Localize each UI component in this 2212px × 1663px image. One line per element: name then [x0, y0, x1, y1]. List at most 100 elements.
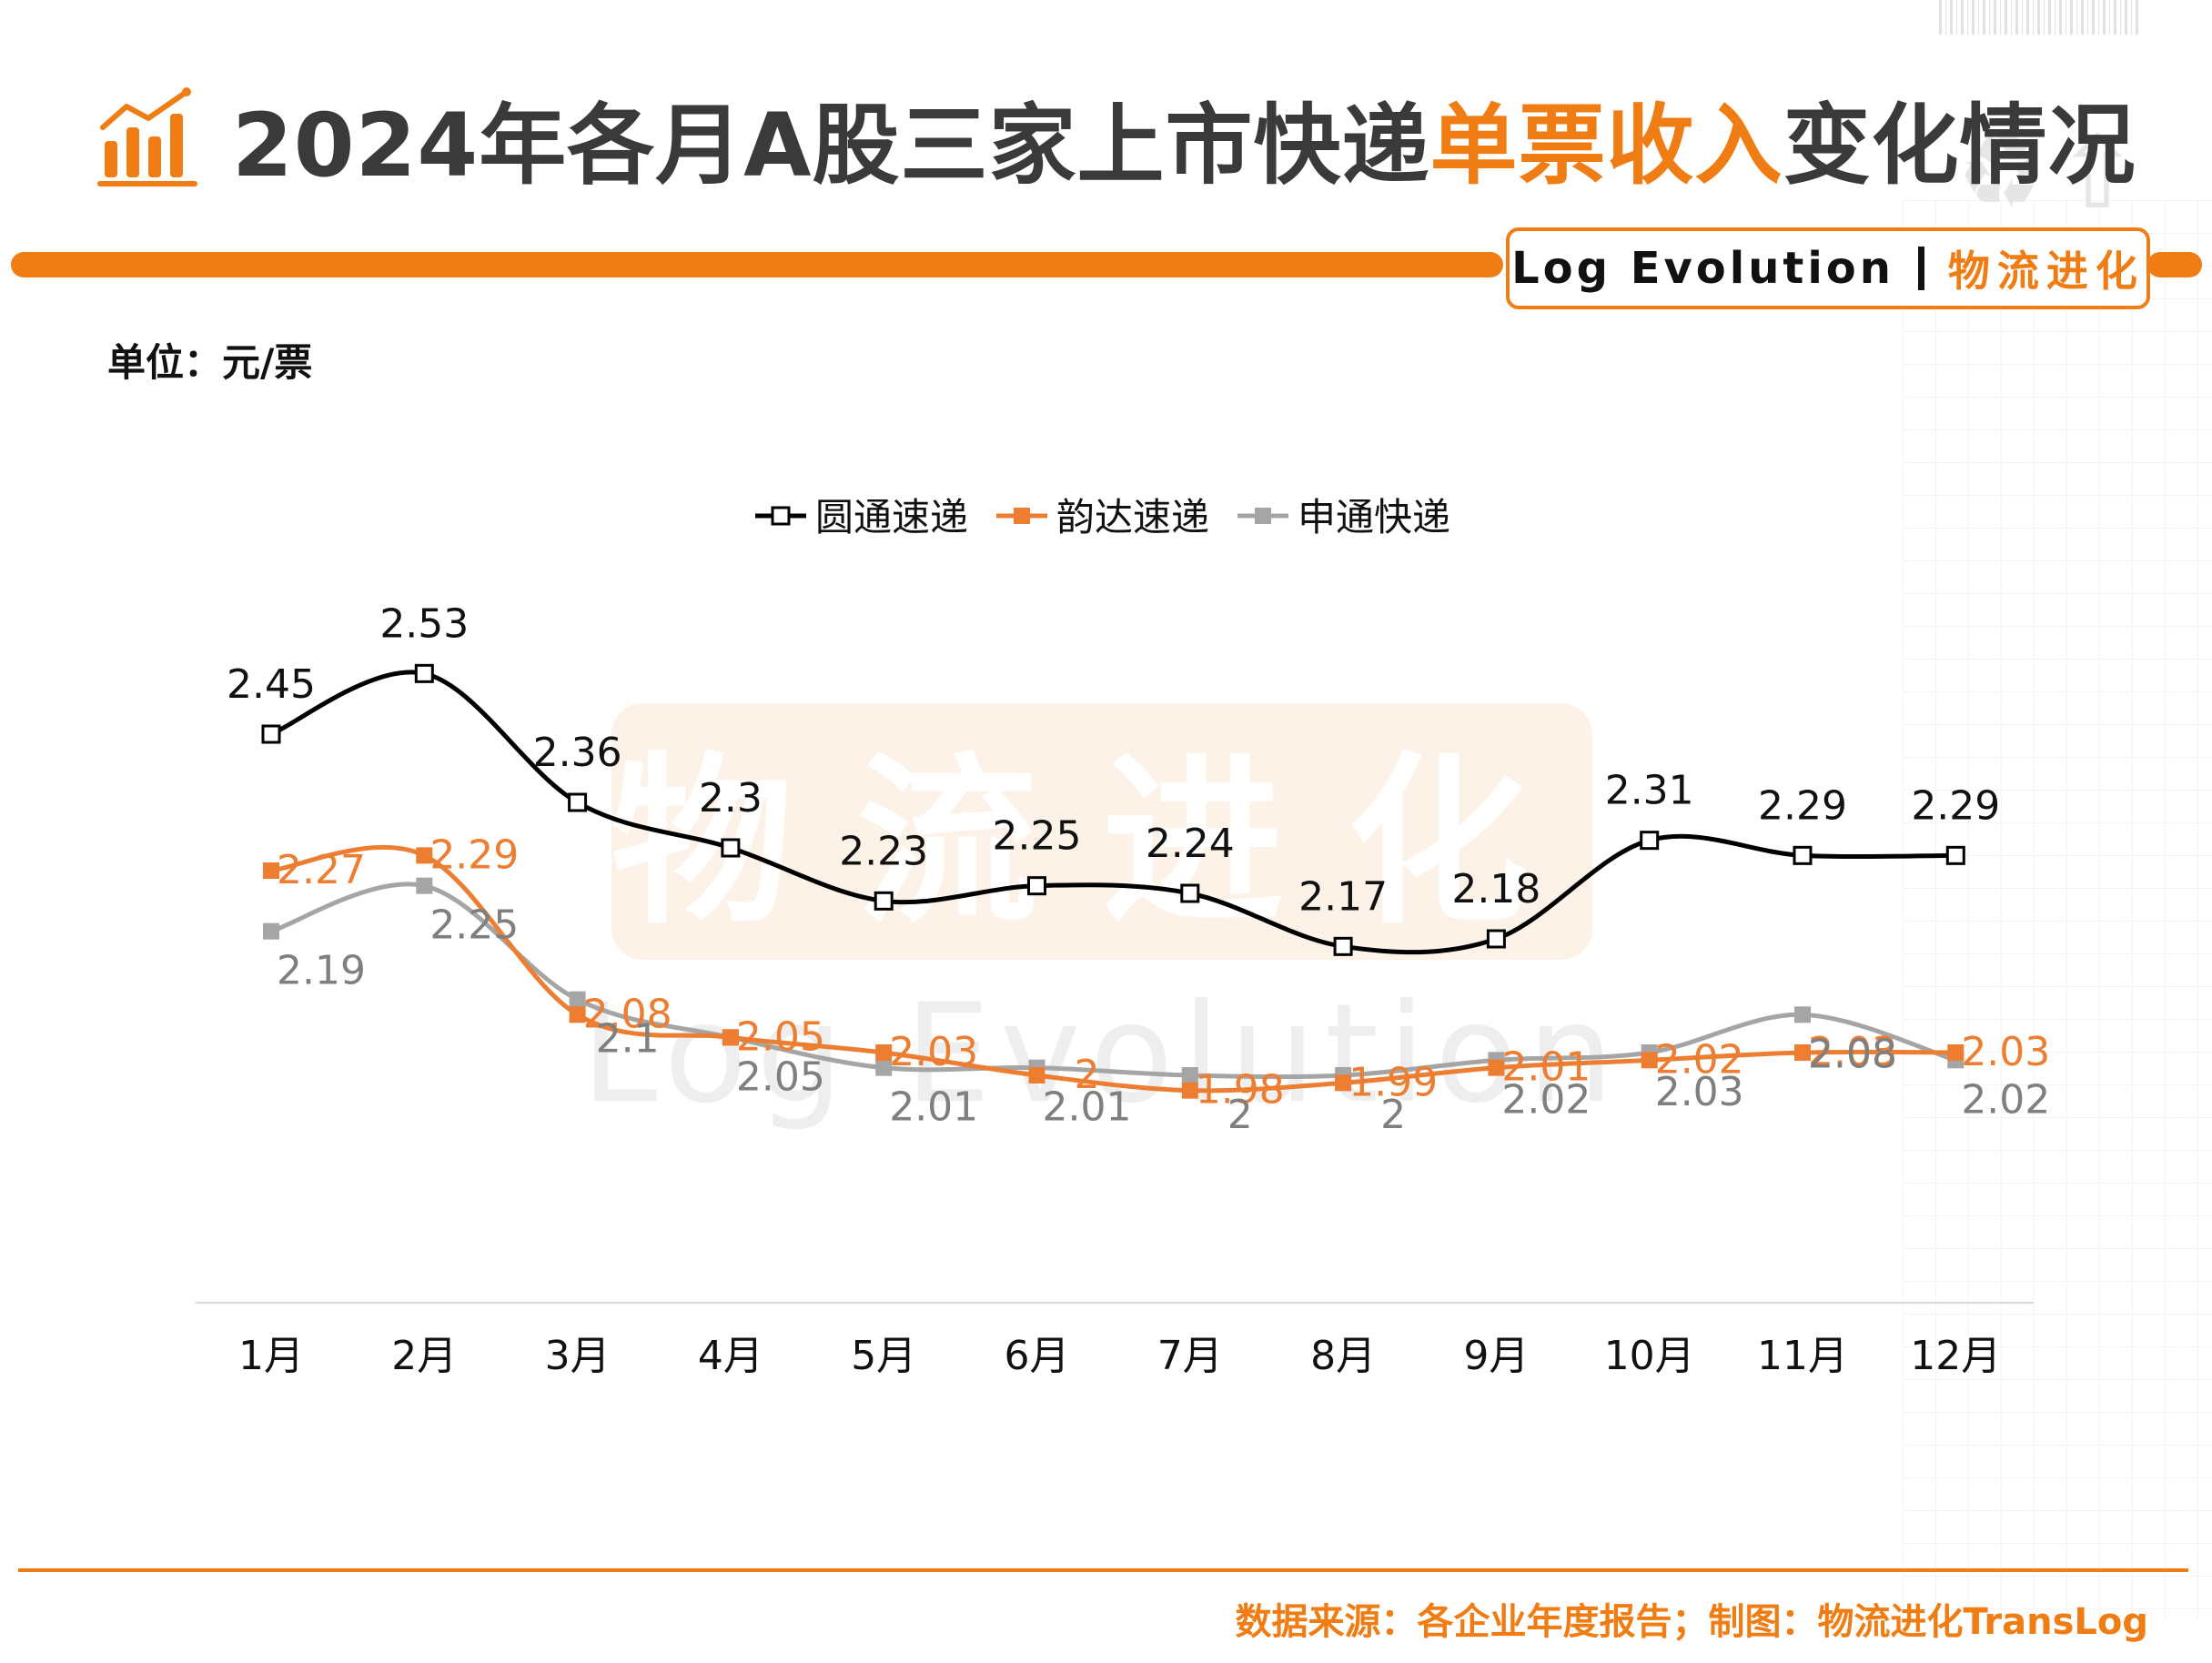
data-point — [721, 838, 741, 858]
data-point — [263, 922, 279, 940]
data-point — [1793, 845, 1813, 865]
data-label: 2.02 — [1655, 1036, 1744, 1083]
header-divider-end — [2147, 252, 2202, 277]
legend-label: 圆通速递 — [815, 495, 968, 539]
data-point — [875, 1044, 893, 1061]
data-point — [1335, 1074, 1352, 1092]
data-point — [568, 792, 588, 812]
data-label: 2.05 — [736, 1053, 825, 1100]
title-suffix: 变化情况 — [1783, 95, 2136, 197]
data-label: 2 — [1075, 1052, 1100, 1098]
data-label: 2.01 — [889, 1084, 978, 1131]
header-divider — [11, 252, 1503, 277]
data-label: 2.53 — [379, 600, 469, 647]
x-tick-label: 3月 — [545, 1333, 611, 1379]
unit-label: 单位：元/票 — [107, 340, 313, 385]
data-point — [1794, 1006, 1811, 1023]
x-tick-label: 2月 — [391, 1333, 457, 1379]
data-point — [1488, 1059, 1505, 1076]
x-tick-label: 12月 — [1910, 1333, 2001, 1379]
data-label: 2.17 — [1298, 873, 1388, 920]
x-tick-label: 8月 — [1310, 1333, 1376, 1379]
data-label: 2.08 — [1808, 1031, 1897, 1077]
data-label: 2.02 — [1961, 1076, 2050, 1123]
data-label: 2.08 — [583, 991, 672, 1037]
title-prefix: 2024年各月A股三家上市快递 — [232, 95, 1430, 197]
data-point — [569, 991, 586, 1008]
data-label: 2.29 — [429, 832, 519, 878]
data-label: 2.18 — [1451, 866, 1540, 912]
data-label: 2.31 — [1605, 768, 1694, 814]
x-tick-label: 10月 — [1604, 1333, 1695, 1379]
brand-separator — [1917, 247, 1924, 290]
data-point — [1794, 1044, 1811, 1061]
recycle-arrow-decoration: ♻⇧ — [1956, 115, 2148, 231]
data-point — [569, 1006, 586, 1023]
data-point — [1486, 929, 1506, 949]
data-label: 1.98 — [1196, 1067, 1285, 1114]
data-point — [1947, 1044, 1965, 1061]
source-note: 数据来源：各企业年度报告；制图：物流进化TransLog — [1235, 1601, 2149, 1643]
data-label: 2.23 — [839, 828, 928, 874]
data-label: 2.29 — [1911, 782, 2000, 829]
data-label: 2.45 — [227, 661, 316, 708]
data-label: 2 — [1380, 1092, 1406, 1138]
data-label: 2.25 — [993, 813, 1082, 860]
x-tick-label: 11月 — [1757, 1333, 1848, 1379]
data-label: 2.1 — [596, 1016, 660, 1063]
data-label: 2.36 — [533, 730, 622, 776]
legend-marker — [1255, 508, 1271, 524]
data-point — [261, 724, 281, 744]
data-label: 1.99 — [1348, 1059, 1438, 1105]
data-point — [416, 847, 433, 864]
title-highlight: 单票收入 — [1429, 95, 1783, 197]
data-label: 2.02 — [1501, 1076, 1591, 1123]
data-point — [1181, 1067, 1198, 1083]
data-label: 2.27 — [277, 847, 366, 893]
data-label: 2.3 — [699, 775, 763, 821]
brand-name-en: Log Evolution — [1511, 243, 1894, 294]
barcode-decoration — [1939, 0, 2139, 35]
x-tick-label: 4月 — [698, 1333, 763, 1379]
data-label: 2.19 — [277, 948, 366, 994]
x-tick-label: 1月 — [238, 1333, 304, 1379]
data-point — [722, 1029, 739, 1046]
data-label: 2.25 — [429, 902, 519, 949]
brand-name-cn: 物流进化 — [1947, 247, 2145, 296]
data-label: 2.29 — [1758, 782, 1847, 829]
data-label: 2.03 — [1961, 1029, 2050, 1075]
data-point — [1945, 845, 1965, 865]
watermark-cn: 物流进化 — [611, 737, 1593, 949]
data-point — [1028, 1067, 1045, 1083]
legend-label: 韵达速递 — [1056, 495, 1209, 539]
legend-marker — [1014, 508, 1030, 524]
data-point — [1027, 876, 1046, 896]
legend-marker — [771, 506, 791, 526]
data-label: 2 — [1227, 1092, 1253, 1138]
brand-badge: Log Evolution 物流进化 — [1506, 227, 2150, 309]
data-label: 2.01 — [1043, 1084, 1132, 1131]
data-label: 2.03 — [1808, 1029, 1897, 1075]
background-grid — [1903, 200, 2212, 1619]
data-label: 2.03 — [1655, 1069, 1744, 1115]
data-point — [874, 891, 894, 911]
data-point — [1641, 1052, 1658, 1069]
legend-label: 申通快递 — [1298, 495, 1450, 539]
x-tick-label: 7月 — [1157, 1333, 1223, 1379]
series-line — [270, 882, 1957, 1080]
data-point — [414, 663, 434, 683]
footer-divider — [18, 1568, 2188, 1572]
data-label: 2.05 — [736, 1013, 825, 1060]
data-label: 2.24 — [1146, 821, 1235, 867]
x-tick-label: 9月 — [1463, 1333, 1529, 1379]
x-tick-label: 6月 — [1005, 1333, 1070, 1379]
data-point — [263, 862, 279, 879]
data-point — [1180, 883, 1200, 903]
data-point — [875, 1059, 893, 1076]
data-point — [1640, 831, 1660, 851]
chart-logo-icon — [97, 87, 197, 186]
x-tick-label: 5月 — [851, 1333, 916, 1379]
data-label: 2.03 — [889, 1029, 978, 1075]
page-title: 2024年各月A股三家上市快递单票收入变化情况 — [232, 91, 2136, 200]
